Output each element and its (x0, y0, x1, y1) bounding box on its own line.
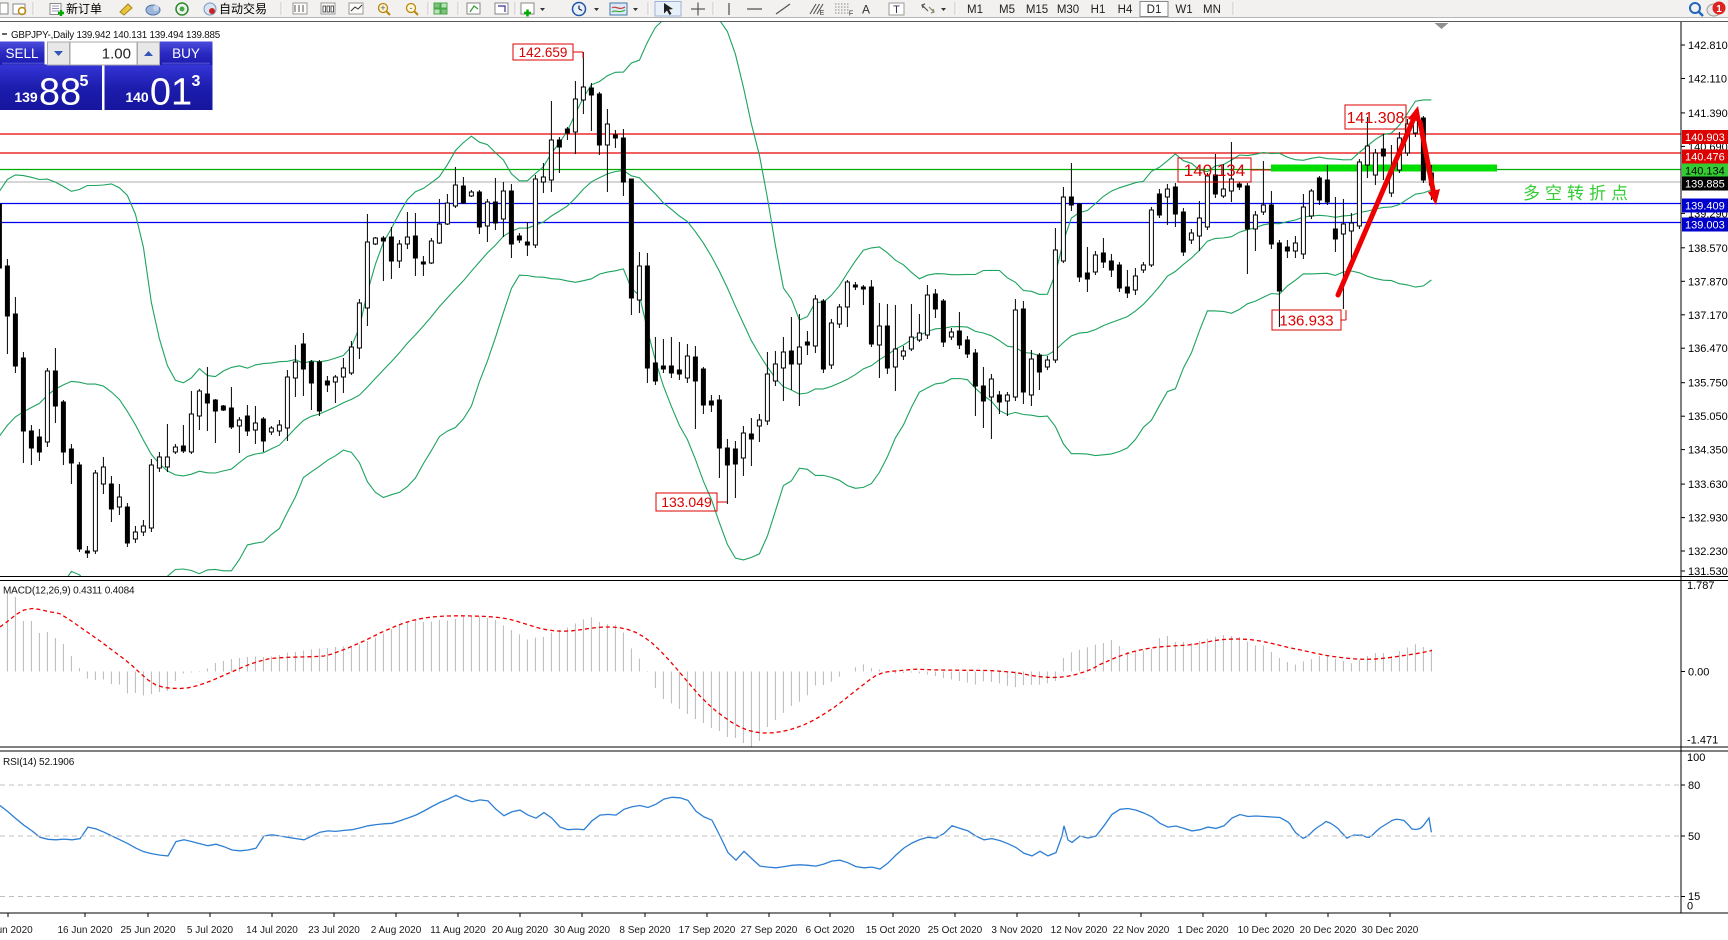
svg-text:H4: H4 (1118, 4, 1133, 16)
svg-text:131.530: 131.530 (1688, 566, 1728, 578)
svg-text:142.110: 142.110 (1688, 74, 1727, 86)
svg-text:1 Dec 2020: 1 Dec 2020 (1177, 925, 1229, 936)
svg-text:D1: D1 (1147, 4, 1162, 16)
svg-text:27 Sep 2020: 27 Sep 2020 (741, 925, 798, 936)
svg-text:138.570: 138.570 (1688, 243, 1728, 255)
svg-text:W1: W1 (1175, 4, 1192, 16)
svg-text:135.750: 135.750 (1688, 378, 1728, 390)
svg-text:139.885: 139.885 (1685, 179, 1725, 191)
svg-text:16 Jun 2020: 16 Jun 2020 (57, 925, 112, 936)
svg-text:80: 80 (1688, 780, 1700, 792)
svg-text:139: 139 (14, 89, 38, 105)
svg-text:11 Aug 2020: 11 Aug 2020 (430, 925, 486, 936)
svg-text:139.003: 139.003 (1685, 220, 1725, 232)
svg-text:140.134: 140.134 (1685, 166, 1725, 178)
svg-text:+: + (380, 3, 385, 13)
svg-text:1.787: 1.787 (1687, 580, 1715, 592)
svg-text:133.049: 133.049 (661, 494, 712, 510)
svg-text:134.350: 134.350 (1688, 445, 1728, 457)
svg-text:2 Aug 2020: 2 Aug 2020 (371, 925, 422, 936)
svg-text:5 Jul 2020: 5 Jul 2020 (187, 925, 234, 936)
svg-text:25 Jun 2020: 25 Jun 2020 (120, 925, 175, 936)
svg-text:SELL: SELL (5, 46, 39, 61)
svg-text:多空转折点: 多空转折点 (1523, 184, 1633, 203)
svg-text:新订单: 新订单 (66, 1, 102, 16)
svg-text:01: 01 (150, 72, 192, 114)
svg-text:M15: M15 (1026, 4, 1048, 16)
svg-text:0.00: 0.00 (1688, 667, 1709, 679)
svg-text:E: E (820, 10, 825, 17)
svg-text:M5: M5 (999, 4, 1015, 16)
svg-text:50: 50 (1688, 831, 1700, 843)
svg-text:BUY: BUY (172, 46, 200, 61)
svg-text:3: 3 (192, 73, 201, 90)
svg-text:30 Dec 2020: 30 Dec 2020 (1362, 925, 1419, 936)
svg-text:8 Jun 2020: 8 Jun 2020 (0, 925, 33, 936)
svg-text:136.933: 136.933 (1279, 312, 1333, 329)
svg-text:8 Sep 2020: 8 Sep 2020 (619, 925, 671, 936)
svg-text:A: A (862, 3, 870, 17)
svg-text:15: 15 (1688, 891, 1700, 903)
svg-text:141.390: 141.390 (1688, 108, 1728, 120)
svg-text:137.170: 137.170 (1688, 310, 1728, 322)
svg-text:3 Nov 2020: 3 Nov 2020 (991, 925, 1043, 936)
svg-text:23 Jul 2020: 23 Jul 2020 (308, 925, 360, 936)
svg-text:15 Oct 2020: 15 Oct 2020 (866, 925, 921, 936)
svg-text:M1: M1 (967, 4, 983, 16)
svg-text:136.470: 136.470 (1688, 343, 1728, 355)
svg-text:132.930: 132.930 (1688, 513, 1728, 525)
svg-text:H1: H1 (1091, 4, 1106, 16)
svg-text:100: 100 (1687, 752, 1705, 764)
svg-text:F: F (849, 11, 853, 18)
svg-text:25 Oct 2020: 25 Oct 2020 (928, 925, 983, 936)
svg-text:140: 140 (125, 89, 149, 105)
svg-text:137.870: 137.870 (1688, 276, 1728, 288)
svg-text:88: 88 (39, 72, 81, 114)
svg-text:14 Jul 2020: 14 Jul 2020 (246, 925, 298, 936)
svg-text:0: 0 (1687, 901, 1693, 913)
svg-text:142.810: 142.810 (1688, 40, 1728, 52)
svg-text:自动交易: 自动交易 (219, 1, 267, 16)
svg-text:20 Dec 2020: 20 Dec 2020 (1300, 925, 1357, 936)
svg-text:MN: MN (1203, 4, 1221, 16)
svg-text:M30: M30 (1057, 4, 1079, 16)
svg-text:RSI(14) 52.1906: RSI(14) 52.1906 (3, 757, 75, 768)
svg-text:20 Aug 2020: 20 Aug 2020 (492, 925, 549, 936)
svg-text:17 Sep 2020: 17 Sep 2020 (679, 925, 736, 936)
svg-text:140.476: 140.476 (1685, 152, 1725, 164)
svg-text:140.903: 140.903 (1685, 132, 1725, 144)
svg-text:30 Aug 2020: 30 Aug 2020 (554, 925, 611, 936)
svg-text:10 Dec 2020: 10 Dec 2020 (1238, 925, 1295, 936)
svg-text:141.308: 141.308 (1347, 110, 1405, 127)
svg-text:6 Oct 2020: 6 Oct 2020 (806, 925, 855, 936)
svg-text:132.230: 132.230 (1688, 546, 1728, 558)
svg-text:-1.471: -1.471 (1687, 735, 1718, 747)
svg-text:139.409: 139.409 (1685, 201, 1725, 213)
svg-text:1: 1 (1716, 4, 1722, 15)
svg-text:-: - (410, 3, 413, 13)
svg-text:5: 5 (80, 73, 89, 90)
svg-text:12 Nov 2020: 12 Nov 2020 (1051, 925, 1108, 936)
svg-text:140.134: 140.134 (1184, 161, 1245, 180)
svg-text:1.00: 1.00 (102, 46, 131, 63)
svg-text:142.659: 142.659 (519, 45, 568, 60)
svg-text:T: T (893, 4, 900, 16)
svg-text:135.050: 135.050 (1688, 411, 1728, 423)
svg-text:22 Nov 2020: 22 Nov 2020 (1113, 925, 1170, 936)
svg-text:GBPJPY-,Daily 139.942 140.131: GBPJPY-,Daily 139.942 140.131 139.494 13… (11, 30, 221, 41)
svg-text:MACD(12,26,9) 0.4311 0.4084: MACD(12,26,9) 0.4311 0.4084 (3, 586, 135, 597)
svg-text:133.630: 133.630 (1688, 479, 1728, 491)
